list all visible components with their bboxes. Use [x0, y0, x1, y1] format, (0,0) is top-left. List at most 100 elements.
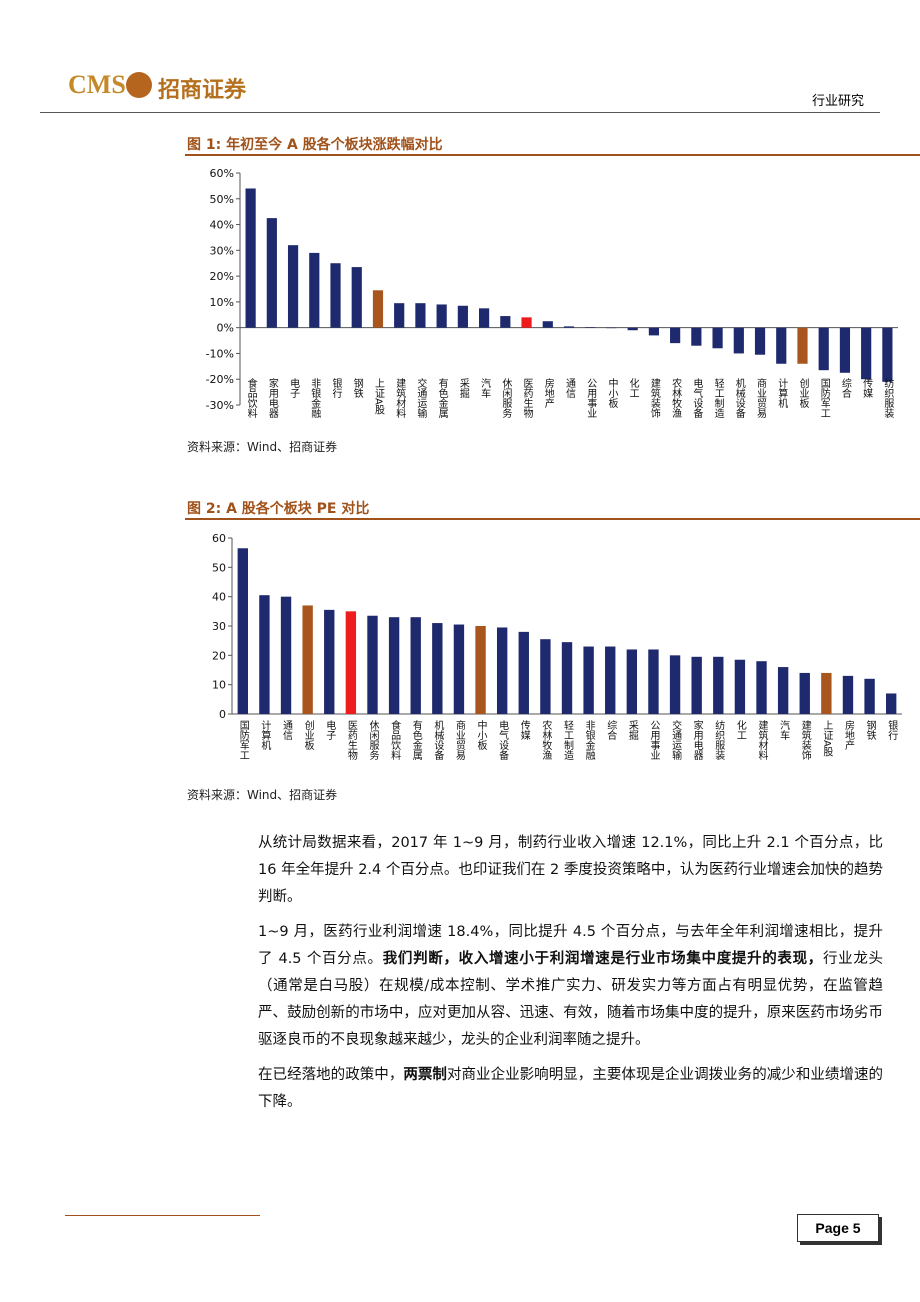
bar	[669, 655, 681, 714]
x-tick-label: 交通运输	[415, 377, 427, 419]
text: 在已经落地的政策中，	[258, 1067, 404, 1083]
paragraph: 在已经落地的政策中，两票制对商业企业影响明显，主要体现是企业调拨业务的减少和业绩…	[258, 1062, 883, 1116]
x-tick-label: 轻工制造	[562, 719, 574, 760]
x-tick-label: 非银金融	[309, 378, 321, 419]
x-tick-label: 汽车	[778, 719, 790, 741]
x-tick-label: 建筑材料	[394, 377, 406, 419]
figure-title: 图 2: A 股各个板块 PE 对比	[187, 501, 370, 517]
x-tick-label: 轻工制造	[712, 377, 724, 418]
bar	[713, 656, 724, 714]
x-tick-label: 农林牧渔	[670, 377, 682, 419]
y-tick-label: 40	[212, 591, 226, 604]
x-tick-label: 传媒	[861, 378, 873, 399]
x-tick-label: 采掘	[457, 378, 469, 399]
x-tick-label: 食品饮料	[389, 719, 401, 761]
x-tick-label: 通信	[564, 378, 576, 399]
x-tick-label: 钢铁	[351, 377, 363, 399]
footer-rule	[65, 1215, 260, 1216]
bar	[540, 639, 551, 714]
x-tick-label: 传媒	[518, 720, 530, 741]
x-tick-label: 银行	[886, 719, 898, 741]
x-tick-label: 食品饮料	[245, 377, 257, 419]
x-tick-label: 休闲服务	[500, 378, 512, 419]
bar	[648, 327, 659, 336]
x-tick-label: 建筑材料	[756, 719, 768, 761]
y-tick-label: 60%	[210, 167, 234, 180]
x-tick-label: 电子	[324, 719, 336, 740]
x-tick-label: 商业贸易	[453, 719, 465, 761]
y-tick-label: -20%	[206, 373, 234, 386]
paragraph: 从统计局数据来看，2017 年 1~9 月，制药行业收入增速 12.1%，同比上…	[258, 835, 883, 905]
x-tick-label: 中小板	[475, 719, 487, 751]
x-tick-label: 家用电器	[691, 719, 703, 761]
source: 资料来源：Wind、招商证券	[187, 788, 338, 802]
bar	[799, 672, 810, 714]
bar	[754, 327, 766, 355]
bar	[734, 659, 746, 714]
bar	[777, 667, 789, 714]
x-tick-label: 电气设备	[691, 377, 703, 419]
y-tick-label: 0	[219, 708, 226, 721]
bar	[561, 642, 573, 714]
bar	[302, 605, 313, 714]
x-tick-label: 休闲服务	[367, 720, 379, 761]
y-tick-label: -30%	[206, 399, 234, 412]
bar	[479, 308, 490, 328]
bar	[367, 615, 378, 714]
bar	[542, 321, 553, 328]
bar	[453, 624, 465, 714]
bar	[563, 326, 575, 328]
bold-text: 我们判断，收入增速小于利润增速是行业市场集中度提升的表现，	[382, 951, 823, 967]
bar	[324, 609, 335, 714]
y-tick-label: 20	[212, 649, 226, 662]
bar	[280, 596, 292, 714]
paragraph: 1~9 月，医药行业利润增速 18.4%，同比提升 4.5 个百分点，与去年全年…	[258, 919, 883, 1054]
x-tick-label: 有色金属	[436, 377, 448, 419]
x-tick-label: 国防军工	[237, 720, 249, 760]
figure-title: 图 1: 年初至今 A 股各个板块涨跌幅对比	[187, 137, 443, 153]
bar	[626, 649, 638, 714]
bar	[475, 626, 486, 714]
page-number: Page 5	[797, 1214, 879, 1242]
bar	[839, 327, 851, 373]
bar	[432, 623, 443, 714]
x-tick-label: 非银金融	[583, 720, 595, 761]
bar	[259, 595, 270, 714]
bar	[496, 627, 508, 714]
y-tick-label: 50%	[210, 193, 234, 206]
x-tick-label: 上证A股	[821, 720, 833, 758]
x-tick-label: 机械设备	[733, 377, 745, 419]
x-tick-label: 交通运输	[670, 719, 682, 761]
x-tick-label: 电子	[288, 377, 300, 398]
bar	[627, 327, 638, 331]
bar	[415, 303, 426, 328]
x-tick-label: 汽车	[479, 377, 491, 399]
bar	[864, 678, 875, 714]
x-tick-label: 房地产	[842, 719, 854, 751]
x-tick-label: 医药生物	[521, 378, 533, 419]
x-tick-label: 医药生物	[345, 720, 357, 761]
bar	[351, 267, 362, 328]
bar	[776, 327, 787, 364]
logo-latin: CMS	[68, 70, 126, 99]
bar	[394, 303, 405, 328]
bar	[330, 263, 341, 328]
text: 1~9 月，医药行业利润增速 18.4%，同比提升 4.5 个百分点，与去年全年…	[258, 924, 883, 967]
bar	[237, 548, 248, 714]
x-tick-label: 创业板	[302, 719, 314, 751]
x-tick-label: 通信	[281, 720, 293, 741]
y-tick-label: 30	[212, 620, 226, 633]
x-tick-label: 综合	[839, 377, 851, 399]
bar	[585, 327, 596, 328]
text: 对商业企业影响明显，主要体现是企业调拨业务的减少和业绩增速的下降。	[258, 1067, 884, 1110]
figure-rule	[185, 154, 920, 156]
x-tick-label: 公用事业	[648, 720, 660, 760]
x-tick-label: 电气设备	[497, 719, 509, 761]
x-tick-label: 家用电器	[266, 377, 278, 419]
bar	[372, 290, 384, 328]
x-tick-label: 建筑装饰	[648, 377, 660, 419]
y-tick-label: 10	[212, 679, 226, 692]
x-tick-label: 创业板	[797, 377, 809, 409]
logo-cn: 招商证券	[158, 77, 247, 103]
y-tick-label: 60	[212, 532, 226, 545]
